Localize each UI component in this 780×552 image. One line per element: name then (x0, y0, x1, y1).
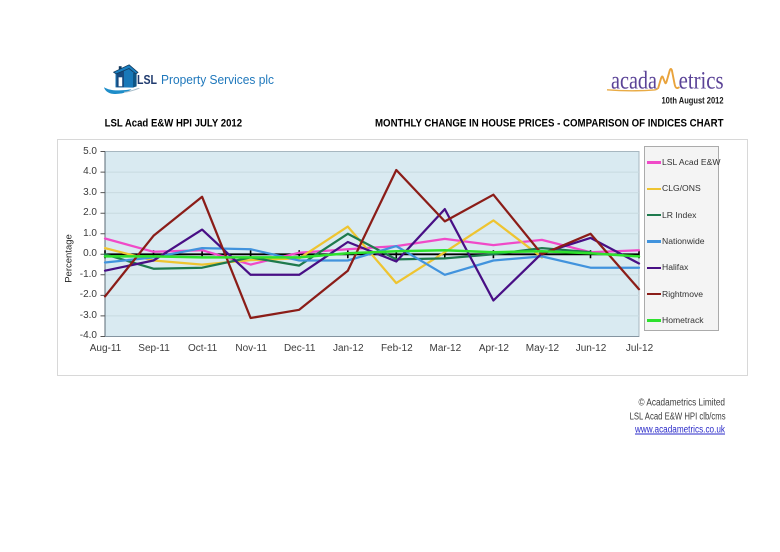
svg-text:LSL Acad E&W HPI clb/cms: LSL Acad E&W HPI clb/cms (630, 412, 726, 423)
svg-text:10th August 2012: 10th August 2012 (662, 96, 724, 106)
svg-text:etrics: etrics (679, 67, 724, 94)
svg-text:LSL Acad E&W HPI JULY 2012: LSL Acad E&W HPI JULY 2012 (105, 118, 243, 130)
svg-text:© Acadametrics Limited: © Acadametrics Limited (639, 398, 726, 409)
svg-text:www.acadametrics.co.uk: www.acadametrics.co.uk (634, 425, 726, 436)
svg-text:MONTHLY CHANGE IN HOUSE PRICES: MONTHLY CHANGE IN HOUSE PRICES - COMPARI… (375, 118, 724, 130)
svg-text:LSL: LSL (137, 72, 157, 87)
svg-text:Property Services plc: Property Services plc (161, 72, 274, 87)
